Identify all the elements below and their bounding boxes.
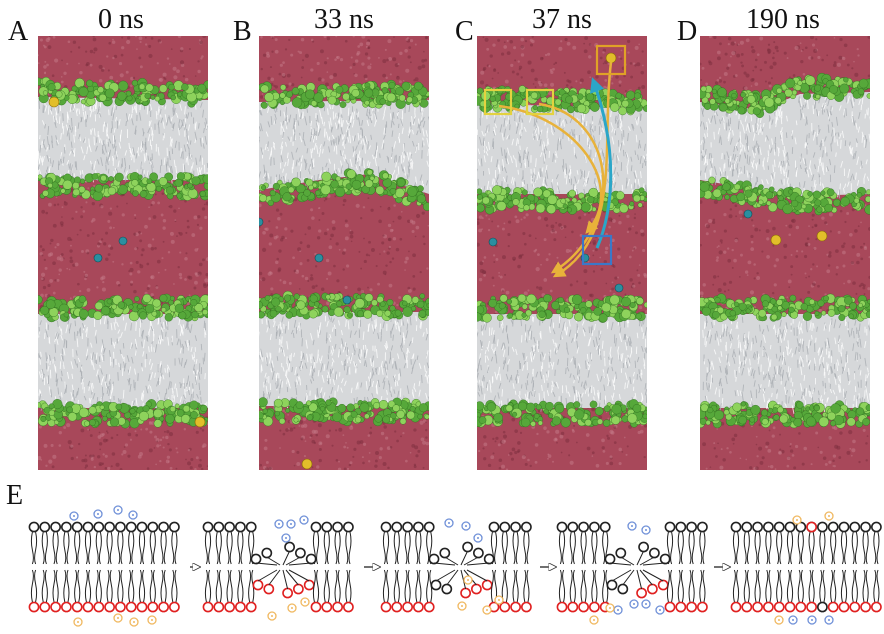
headgroup-band: [38, 171, 208, 201]
snapshot-panel-c: [477, 36, 647, 470]
snapshot-panel-a: [38, 36, 208, 470]
headgroup-band: [700, 293, 870, 323]
panel-time-d: 190 ns: [746, 4, 820, 35]
headgroup-band: [259, 79, 429, 110]
bilayer-schematic: [28, 505, 882, 627]
panel-letter-c: C: [455, 16, 474, 47]
headgroup-band: [477, 399, 647, 428]
lipid-tail-region: [700, 92, 870, 196]
snapshot-panel-d: [700, 36, 870, 470]
lipid-tail-texture: [702, 316, 870, 415]
highlight-box-yellow-1: [483, 88, 513, 116]
snapshot-panel-b: [259, 36, 429, 470]
schematic-stage-5: [730, 521, 882, 613]
schematic-stage-1: [28, 521, 180, 613]
highlight-box-blue: [581, 234, 613, 266]
ion-path-arrow-yellow-2: [538, 102, 605, 274]
ion-cyan: [314, 253, 324, 263]
headgroup-band: [477, 293, 647, 323]
ion-cyan: [118, 236, 128, 246]
ion-cyan: [743, 209, 753, 219]
panel-letter-b: B: [233, 16, 252, 47]
panel-time-b: 33 ns: [314, 4, 374, 35]
lipid-tail-region: [38, 91, 208, 180]
headgroup-band: [38, 293, 208, 323]
ion-yellow: [770, 234, 782, 246]
headgroup-band: [259, 397, 429, 427]
ion-path-arrow-blue: [590, 77, 613, 249]
ion-yellow: [48, 96, 60, 108]
ion-cyan: [488, 237, 498, 247]
panel-time-a: 0 ns: [98, 4, 144, 35]
highlight-box-orange: [595, 44, 627, 76]
lipid-tail-region: [477, 308, 647, 408]
headgroup-band: [700, 176, 870, 216]
schematic-stage-3: [380, 521, 532, 613]
lipid-tail-texture: [259, 314, 429, 413]
headgroup-band: [700, 400, 870, 429]
headgroup-band: [38, 76, 208, 108]
ion-path-arrow-yellow-3: [552, 61, 613, 278]
ion-yellow: [816, 230, 828, 242]
ion-cyan: [614, 283, 624, 293]
panel-letter-a: A: [8, 16, 29, 47]
headgroup-band: [259, 168, 429, 211]
ion-yellow: [194, 416, 206, 428]
ion-yellow: [605, 52, 617, 64]
ion-yellow: [301, 458, 313, 470]
headgroup-band: [700, 72, 870, 118]
ion-cyan: [93, 253, 103, 263]
schematic-stage-4: [556, 521, 708, 613]
highlight-box-yellow-2: [525, 88, 555, 116]
panel-letter-e: E: [6, 480, 24, 511]
schematic-stage-2: [202, 521, 354, 613]
panel-letter-d: D: [677, 16, 698, 47]
ion-cyan: [259, 217, 264, 227]
headgroup-band: [38, 399, 208, 429]
panel-time-c: 37 ns: [532, 4, 592, 35]
ion-cyan: [342, 295, 352, 305]
headgroup-band: [259, 290, 429, 321]
